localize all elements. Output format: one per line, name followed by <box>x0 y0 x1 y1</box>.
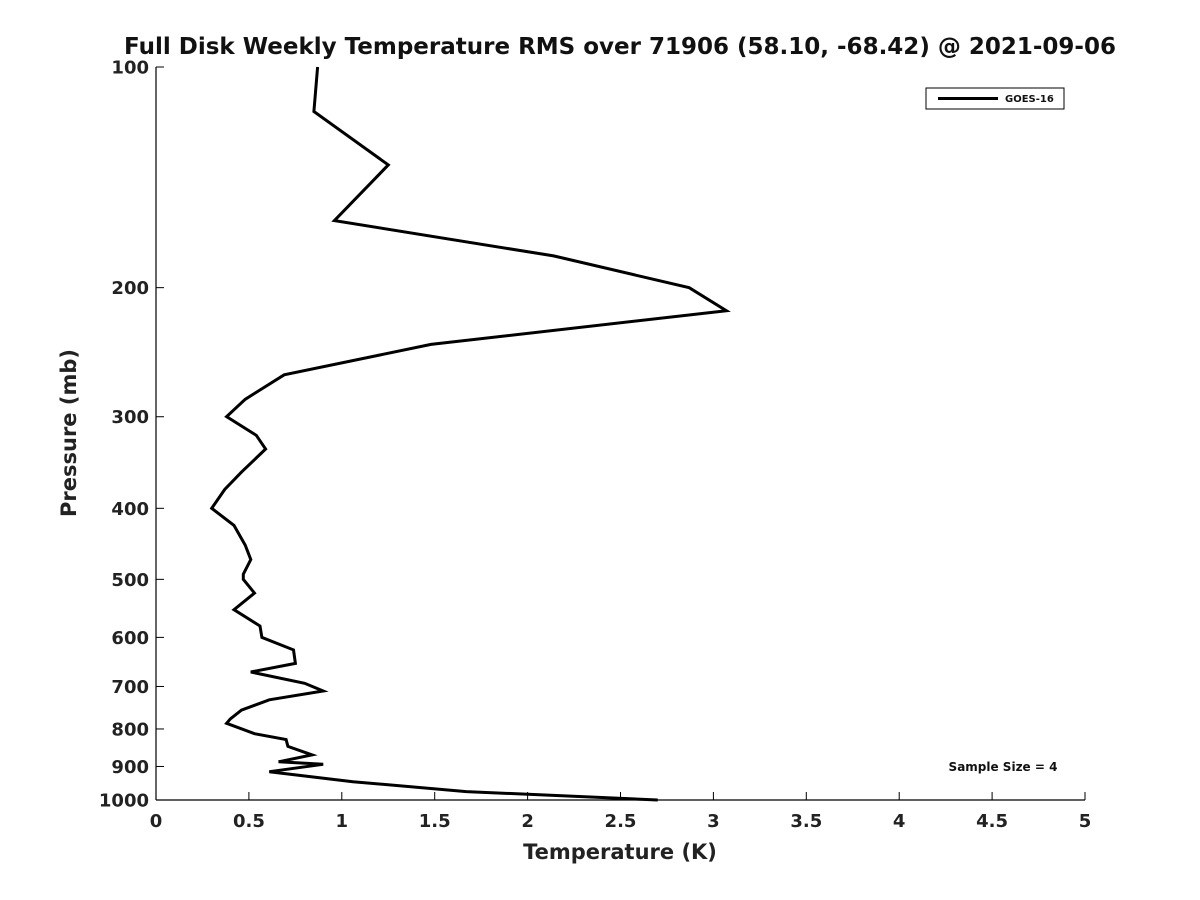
y-tick-label: 500 <box>111 570 149 591</box>
x-tick-label: 0.5 <box>233 811 265 832</box>
y-axis-label: Pressure (mb) <box>57 349 81 517</box>
x-tick-label: 5 <box>1079 811 1092 832</box>
x-tick-label: 3 <box>707 811 720 832</box>
legend-entry-goes-16: GOES-16 <box>1005 94 1054 105</box>
x-axis-label: Temperature (K) <box>523 840 717 864</box>
x-tick-label: 1 <box>336 811 349 832</box>
y-tick-label: 100 <box>111 58 149 79</box>
series-layer <box>209 66 731 802</box>
y-tick-label: 300 <box>111 407 149 428</box>
y-tick-label: 700 <box>111 677 149 698</box>
chart-title: Full Disk Weekly Temperature RMS over 71… <box>124 34 1116 60</box>
x-tick-label: 1.5 <box>419 811 451 832</box>
y-tick-label: 200 <box>111 278 149 299</box>
axes: 0 0.5 1 1.5 2 2.5 3 3.5 4 4.5 5 100 200 300 400 500 600 7… <box>99 58 1091 833</box>
x-tick-label: 2 <box>521 811 534 832</box>
y-tick-label: 400 <box>111 499 149 520</box>
y-tick-label: 1000 <box>99 791 149 812</box>
x-tick-label: 3.5 <box>790 811 822 832</box>
y-tick-label: 800 <box>111 719 149 740</box>
sample-size-annotation: Sample Size = 4 <box>949 760 1058 774</box>
series-line-goes-16 <box>209 66 731 802</box>
y-tick-label: 600 <box>111 628 149 649</box>
x-tick-label: 4.5 <box>976 811 1008 832</box>
x-tick-label: 4 <box>893 811 906 832</box>
plot-area <box>156 67 1085 800</box>
y-tick-label: 900 <box>111 757 149 778</box>
legend: GOES-16 <box>925 87 1065 110</box>
x-tick-label: 0 <box>150 811 163 832</box>
x-tick-label: 2.5 <box>605 811 637 832</box>
